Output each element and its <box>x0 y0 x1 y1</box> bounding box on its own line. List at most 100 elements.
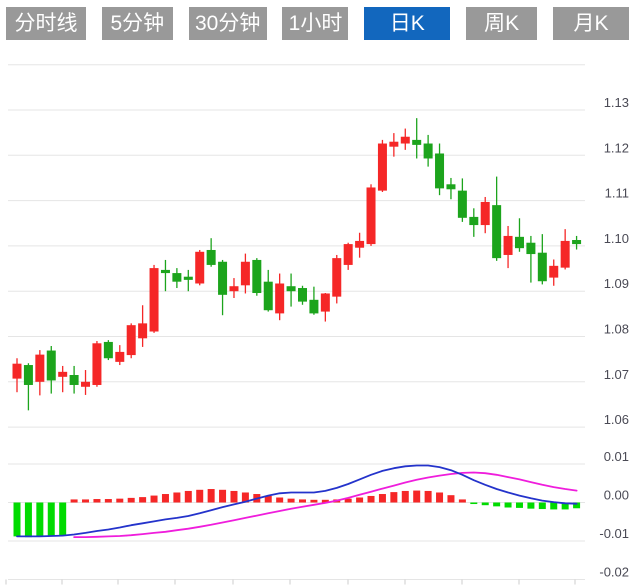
price-axis-label: 1.10 <box>604 231 629 246</box>
candle-body <box>309 299 319 314</box>
macd-axis-label: -0.02 <box>599 565 629 580</box>
macd-bar <box>470 502 478 505</box>
candle-body <box>446 184 456 190</box>
price-axis-label: 1.12 <box>604 140 629 155</box>
candle-body <box>469 216 479 226</box>
candle-body <box>320 293 330 312</box>
candle-body <box>92 343 102 385</box>
candle-body <box>572 240 582 245</box>
candle-body <box>206 249 216 265</box>
macd-bar <box>550 502 558 510</box>
candle-body <box>240 261 250 286</box>
macd-bar <box>344 498 352 503</box>
macd-bar <box>59 502 67 536</box>
candle-body <box>366 187 376 245</box>
macd-bar <box>241 492 249 503</box>
axis-labels: 1.13 1.12 1.11 1.10 1.09 1.08 1.07 1.06 0.01 0.00… <box>599 95 629 580</box>
candle-body <box>389 141 399 147</box>
candle-body <box>81 381 91 387</box>
candle-body <box>457 190 467 218</box>
macd-bar <box>184 490 192 503</box>
macd-axis-label: -0.01 <box>599 526 629 541</box>
macd-bar <box>573 502 581 509</box>
candle-body <box>195 251 205 284</box>
candle-body <box>58 371 68 377</box>
candles <box>12 118 582 411</box>
macd-bar <box>561 502 569 510</box>
macd-bar <box>356 497 364 503</box>
candle-body <box>286 286 296 292</box>
candle-body <box>172 273 182 282</box>
macd-bar <box>367 495 375 503</box>
macd-bar <box>515 502 523 508</box>
macd-bar <box>173 492 181 503</box>
candle-body <box>12 363 22 379</box>
macd-bar <box>538 502 546 510</box>
candle-body <box>218 261 228 295</box>
tab-timeframe-0[interactable]: 分时线 <box>6 7 86 40</box>
price-axis-label: 1.08 <box>604 322 629 337</box>
macd-bar <box>527 502 535 509</box>
macd-bar <box>82 499 90 503</box>
macd-bar <box>230 490 238 503</box>
macd-bar <box>161 494 169 503</box>
tab-timeframe-2[interactable]: 30分钟 <box>188 7 267 40</box>
macd-bar <box>70 499 78 503</box>
tab-timeframe-3[interactable]: 1小时 <box>282 7 349 40</box>
candle-body <box>492 205 502 259</box>
macd-bar <box>24 502 32 538</box>
macd-bar <box>36 502 44 537</box>
macd-bar <box>264 495 272 503</box>
candle-body <box>298 288 307 302</box>
macd-bar <box>493 502 501 507</box>
candle-body <box>183 276 193 280</box>
candle-body <box>480 201 490 226</box>
dea-line <box>73 471 578 538</box>
candlestick-macd-chart: 1.13 1.12 1.11 1.10 1.09 1.08 1.07 1.06 0.01 0.00… <box>5 64 629 585</box>
dif-line <box>16 464 578 538</box>
macd-bar <box>47 502 55 537</box>
tab-timeframe-4[interactable]: 日K <box>364 7 451 40</box>
candle-body <box>252 259 262 294</box>
macd-bar <box>481 502 489 506</box>
macd-bar <box>447 495 455 503</box>
candle-body <box>537 252 547 282</box>
candle-body <box>149 268 159 332</box>
candle-body <box>412 139 422 145</box>
price-axis-label: 1.13 <box>604 95 629 110</box>
candle-body <box>275 283 285 314</box>
macd-bar <box>287 498 295 503</box>
x-axis-ticks <box>5 579 576 585</box>
candle-body <box>229 286 239 292</box>
price-axis-label: 1.07 <box>604 367 629 382</box>
macd-bar <box>139 497 147 503</box>
macd-bar <box>321 499 329 503</box>
macd-axis-label: 0.00 <box>604 488 629 503</box>
candle-body <box>115 351 125 362</box>
candle-body <box>103 341 113 359</box>
candle-body <box>400 136 410 144</box>
macd-bar <box>413 490 421 503</box>
candle-body <box>69 375 79 385</box>
macd-bar <box>424 490 432 503</box>
macd-bar <box>127 497 135 503</box>
macd-bar <box>390 492 398 503</box>
macd-bar <box>207 489 215 503</box>
candle-body <box>160 269 170 274</box>
macd-bar <box>458 499 466 503</box>
macd-bar <box>299 499 306 503</box>
candle-body <box>46 350 56 381</box>
price-axis-label: 1.09 <box>604 276 629 291</box>
tab-timeframe-1[interactable]: 5分钟 <box>101 7 173 40</box>
candle-body <box>343 244 353 265</box>
macd-bar <box>104 499 112 503</box>
tab-timeframe-6[interactable]: 月K <box>552 7 629 40</box>
macd-bar <box>401 490 409 503</box>
candle-body <box>503 235 513 255</box>
tab-timeframe-5[interactable]: 周K <box>466 7 538 40</box>
timeframe-tabbar: 分时线 5分钟 30分钟 1小时 日K 周K 月K <box>6 7 629 40</box>
candle-body <box>549 265 559 278</box>
candle-body <box>526 242 536 255</box>
candle-body <box>138 323 148 339</box>
candle-body <box>332 258 342 297</box>
